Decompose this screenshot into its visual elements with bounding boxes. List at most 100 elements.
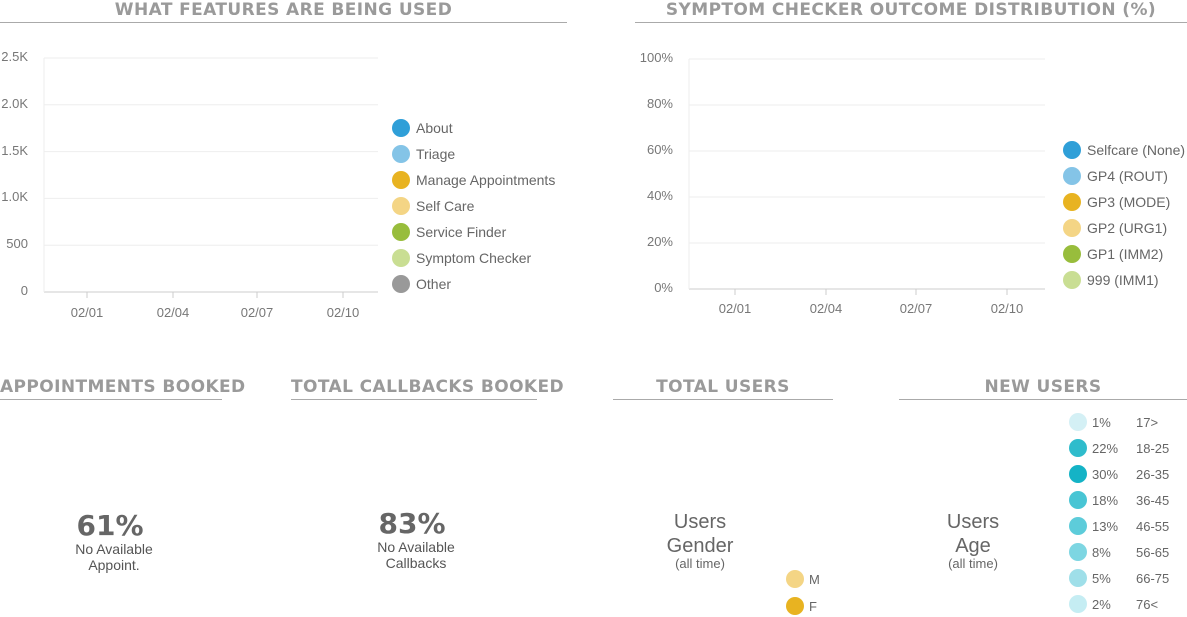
total-users-label-line2: Gender	[666, 535, 734, 557]
x-tick-label: 02/10	[990, 301, 1024, 316]
legend-swatch-icon	[392, 171, 410, 189]
age-legend-item[interactable]: 30% 26-35	[1069, 465, 1169, 483]
total-users-title: TOTAL USERS	[613, 377, 833, 400]
x-tick-label: 02/10	[326, 305, 360, 320]
gender-swatch-icon	[786, 597, 804, 615]
legend-swatch-icon	[1063, 141, 1081, 159]
legend-label: Other	[416, 276, 452, 292]
x-tick-label: 02/04	[809, 301, 843, 316]
age-percent: 18%	[1092, 492, 1119, 508]
legend-label: Self Care	[416, 198, 475, 214]
x-tick-label: 02/07	[240, 305, 274, 320]
legend-label: GP3 (MODE)	[1087, 194, 1171, 210]
age-swatch-icon	[1069, 413, 1087, 431]
legend-item[interactable]: Self Care	[392, 197, 474, 215]
legend-label: 999 (IMM1)	[1087, 272, 1159, 288]
age-legend-item[interactable]: 8% 56-65	[1069, 543, 1169, 561]
legend-swatch-icon	[1063, 271, 1081, 289]
features-chart-title: WHAT FEATURES ARE BEING USED	[0, 0, 567, 23]
age-percent: 5%	[1092, 570, 1111, 586]
callbacks-value: 83%	[378, 507, 446, 540]
legend-swatch-icon	[1063, 219, 1081, 237]
legend-label: Symptom Checker	[416, 250, 532, 266]
legend-label: Service Finder	[416, 224, 507, 240]
age-swatch-icon	[1069, 439, 1087, 457]
legend-swatch-icon	[392, 197, 410, 215]
age-percent: 30%	[1092, 466, 1119, 482]
age-swatch-icon	[1069, 569, 1087, 587]
total-users-note: (all time)	[675, 556, 725, 571]
callbacks-line1: No Available	[377, 539, 455, 555]
y-tick-label: 100%	[639, 50, 673, 65]
age-range: 36-45	[1136, 492, 1170, 508]
legend-item[interactable]: GP2 (URG1)	[1063, 219, 1167, 237]
age-range: 76<	[1136, 596, 1159, 612]
legend-swatch-icon	[392, 249, 410, 267]
age-percent: 13%	[1092, 518, 1119, 534]
legend-label: Selfcare (None)	[1087, 142, 1186, 158]
legend-item[interactable]: GP4 (ROUT)	[1063, 167, 1168, 185]
y-tick-label: 1.0K	[1, 189, 28, 205]
age-legend-item[interactable]: 5% 66-75	[1069, 569, 1169, 587]
legend-swatch-icon	[392, 145, 410, 163]
y-tick-label: 2.5K	[1, 49, 28, 64]
legend-swatch-icon	[392, 223, 410, 241]
age-legend-item[interactable]: 2% 76<	[1069, 595, 1158, 613]
y-tick-label: 500	[6, 236, 28, 252]
gender-label: M	[809, 571, 820, 587]
age-range: 56-65	[1136, 544, 1170, 560]
outcome-chart-plot	[688, 58, 1045, 295]
age-swatch-icon	[1069, 595, 1087, 613]
age-swatch-icon	[1069, 517, 1087, 535]
age-percent: 8%	[1092, 544, 1111, 560]
legend-item[interactable]: About	[392, 119, 453, 137]
y-tick-label: 40%	[646, 188, 673, 203]
x-tick-label: 02/04	[156, 305, 190, 320]
legend-swatch-icon	[1063, 167, 1081, 185]
y-tick-label: 20%	[646, 234, 673, 249]
features-chart-plot	[43, 57, 378, 298]
legend-label: GP2 (URG1)	[1087, 220, 1168, 236]
legend-swatch-icon	[392, 275, 410, 293]
legend-label: GP4 (ROUT)	[1087, 168, 1168, 184]
age-percent: 2%	[1092, 596, 1111, 612]
appointments-title: APPOINTMENTS BOOKED	[0, 377, 245, 400]
age-percent: 1%	[1092, 414, 1111, 430]
callbacks-title: TOTAL CALLBACKS BOOKED	[291, 377, 564, 400]
age-swatch-icon	[1069, 491, 1087, 509]
new-users-title: NEW USERS	[899, 377, 1187, 400]
gender-legend-item[interactable]: F	[786, 597, 817, 615]
appointments-line1: No Available	[75, 541, 153, 557]
legend-item[interactable]: Other	[392, 275, 451, 293]
legend-item[interactable]: Selfcare (None)	[1063, 141, 1185, 159]
x-tick-label: 02/01	[70, 305, 104, 320]
x-tick-label: 02/01	[718, 301, 752, 316]
appointments-line2: Appoint.	[88, 557, 140, 573]
legend-label: About	[416, 120, 453, 136]
age-legend-item[interactable]: 1% 17>	[1069, 413, 1158, 431]
new-users-note: (all time)	[948, 556, 998, 571]
age-range: 18-25	[1136, 440, 1170, 456]
y-tick-label: 60%	[646, 142, 673, 157]
age-percent: 22%	[1092, 440, 1119, 456]
gender-legend-item[interactable]: M	[786, 570, 820, 588]
legend-swatch-icon	[1063, 245, 1081, 263]
legend-item[interactable]: Symptom Checker	[392, 249, 531, 267]
legend-item[interactable]: Service Finder	[392, 223, 506, 241]
legend-item[interactable]: Triage	[392, 145, 455, 163]
outcome-chart-title: SYMPTOM CHECKER OUTCOME DISTRIBUTION (%)	[635, 0, 1187, 23]
age-range: 66-75	[1136, 570, 1170, 586]
legend-item[interactable]: GP3 (MODE)	[1063, 193, 1170, 211]
legend-label: Triage	[416, 146, 456, 162]
new-users-label-line1: Users	[946, 511, 1000, 533]
legend-item[interactable]: Manage Appointments	[392, 171, 555, 189]
age-legend-item[interactable]: 13% 46-55	[1069, 517, 1169, 535]
age-range: 17>	[1136, 414, 1159, 430]
age-legend-item[interactable]: 22% 18-25	[1069, 439, 1169, 457]
legend-label: Manage Appointments	[416, 172, 556, 188]
age-swatch-icon	[1069, 543, 1087, 561]
legend-item[interactable]: 999 (IMM1)	[1063, 271, 1159, 289]
age-legend-item[interactable]: 18% 36-45	[1069, 491, 1169, 509]
appointments-value: 61%	[76, 509, 144, 542]
legend-item[interactable]: GP1 (IMM2)	[1063, 245, 1163, 263]
